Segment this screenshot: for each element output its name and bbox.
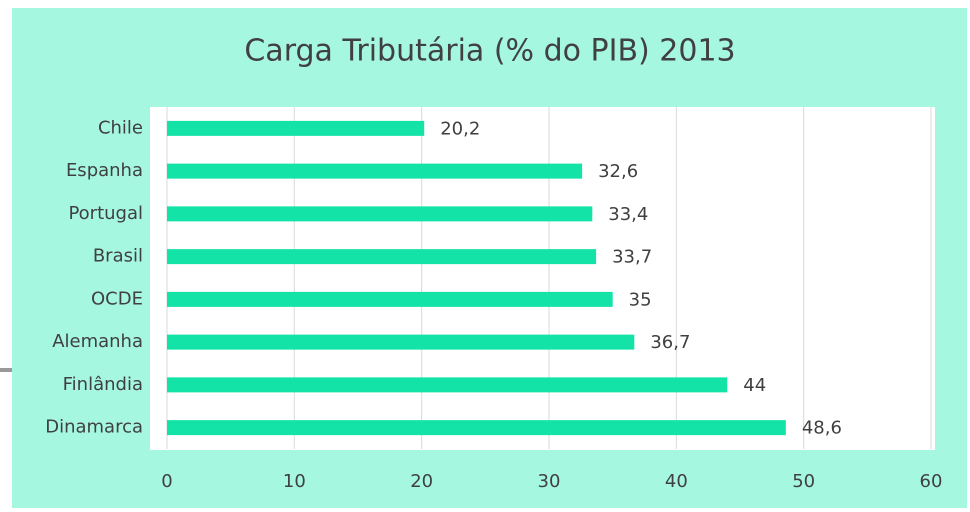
x-tick-label: 20 (410, 471, 433, 492)
y-tick-label: Portugal (68, 203, 143, 224)
data-label: 33,4 (608, 204, 648, 225)
data-label: 35 (629, 289, 652, 310)
x-tick-label: 60 (920, 471, 943, 492)
bar (167, 249, 597, 265)
x-tick-label: 10 (283, 471, 306, 492)
y-tick-label: Brasil (93, 246, 143, 267)
bar (167, 291, 613, 307)
y-tick-label: Espanha (66, 160, 143, 181)
x-tick-label: 0 (161, 471, 172, 492)
plot-area (150, 107, 935, 450)
bar (167, 334, 635, 350)
bar (167, 163, 583, 179)
bar (167, 377, 728, 393)
data-label: 33,7 (612, 247, 652, 268)
data-label: 36,7 (650, 332, 690, 353)
bar (167, 420, 786, 436)
data-label: 44 (743, 375, 766, 396)
data-label: 32,6 (598, 161, 638, 182)
y-tick-label: Chile (98, 117, 143, 138)
bar (167, 120, 425, 136)
bar (167, 206, 593, 222)
chart-title: Carga Tributária (% do PIB) 2013 (244, 34, 735, 69)
y-tick-label: Alemanha (52, 331, 143, 352)
data-label: 20,2 (440, 118, 480, 139)
x-tick-label: 30 (538, 471, 561, 492)
x-tick-label: 40 (665, 471, 688, 492)
y-tick-label: OCDE (91, 288, 143, 309)
y-tick-label: Dinamarca (45, 417, 143, 438)
x-tick-label: 50 (792, 471, 815, 492)
y-tick-label: Finlândia (63, 374, 143, 395)
data-label: 48,6 (802, 418, 842, 439)
